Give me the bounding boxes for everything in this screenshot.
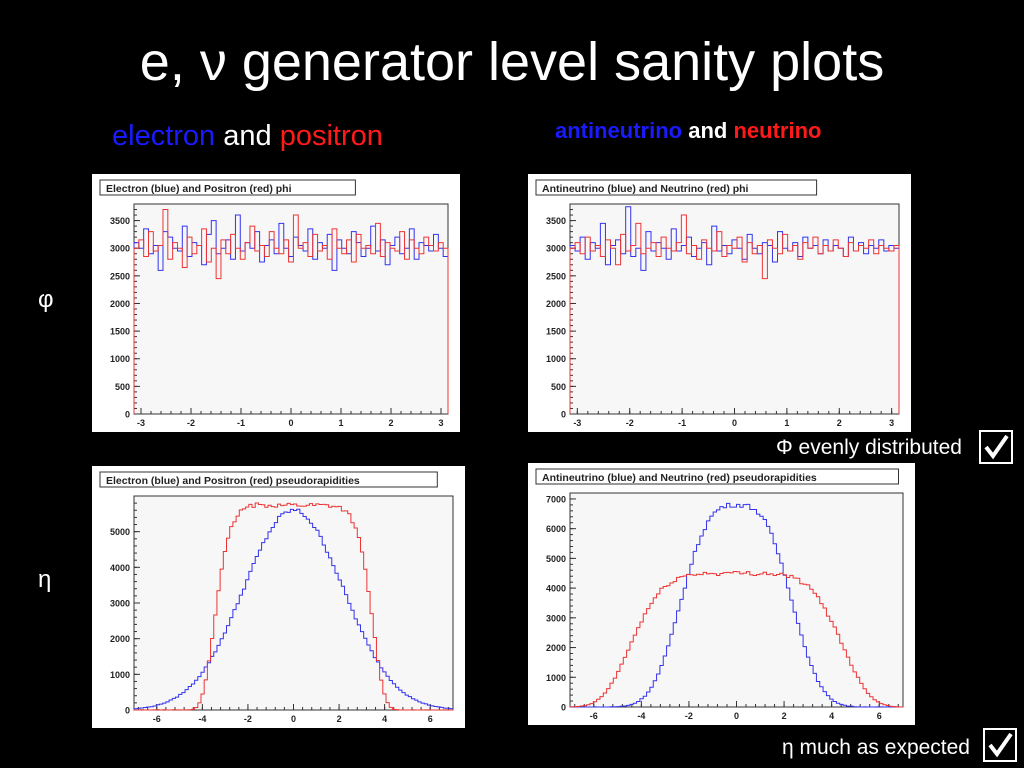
y-tick-label: 0 [125, 706, 130, 716]
x-tick-label: 1 [784, 418, 789, 428]
y-tick-label: 2000 [110, 634, 130, 644]
plot-frame [133, 495, 454, 711]
plot-frame [133, 203, 449, 415]
y-tick-label: 3000 [546, 244, 566, 254]
plot-title: Electron (blue) and Positron (red) phi [106, 183, 292, 195]
x-tick-label: -6 [590, 711, 598, 721]
electron-label: electron [112, 120, 216, 152]
y-tick-label: 5000 [546, 554, 566, 564]
y-tick-label: 1500 [110, 327, 130, 337]
y-tick-label: 5000 [110, 527, 130, 537]
y-tick-label: 0 [561, 410, 566, 420]
y-tick-label: 2000 [110, 299, 130, 309]
phi-note: Φ evenly distributed [775, 436, 962, 459]
y-tick-label: 3000 [546, 613, 566, 623]
y-tick-label: 2500 [110, 271, 130, 281]
and-label: and [223, 120, 272, 152]
x-tick-label: -2 [626, 418, 634, 428]
plot-title-box [535, 179, 818, 196]
x-tick-label: 4 [829, 711, 834, 721]
x-tick-label: 2 [837, 418, 842, 428]
x-tick-label: 1 [338, 418, 343, 428]
x-tick-label: -3 [573, 418, 581, 428]
antineutrino-label: antineutrino [555, 118, 683, 143]
x-tick-label: 2 [337, 714, 342, 724]
plot-frame [569, 492, 904, 708]
eta-note: η much as expected [782, 736, 970, 759]
y-tick-label: 1000 [110, 354, 130, 364]
x-tick-label: -2 [187, 418, 195, 428]
checkmark-box-icon [979, 430, 1013, 464]
x-tick-label: -2 [244, 714, 252, 724]
x-tick-label: 0 [732, 418, 737, 428]
blue-histogram-series [569, 502, 903, 708]
y-tick-label: 7000 [546, 494, 566, 504]
y-tick-label: 1000 [110, 670, 130, 680]
plot-title-box [535, 468, 899, 485]
y-tick-label: 0 [125, 410, 130, 420]
slide-title: e, ν generator level sanity plots [139, 32, 885, 92]
y-tick-label: 3500 [110, 216, 130, 226]
x-tick-label: -3 [137, 418, 145, 428]
x-tick-label: 3 [889, 418, 894, 428]
blue-histogram-series [133, 508, 454, 710]
red-histogram-series [569, 570, 904, 708]
y-tick-label: 500 [115, 382, 130, 392]
antineutrino-neutrino-phi-plot: Antineutrino (blue) and Neutrino (red) p… [528, 174, 911, 432]
y-tick-label: 1500 [546, 327, 566, 337]
plot-title: Antineutrino (blue) and Neutrino (red) p… [542, 183, 749, 195]
x-tick-label: 3 [438, 418, 443, 428]
y-tick-label: 2500 [546, 271, 566, 281]
x-tick-label: -2 [685, 711, 693, 721]
x-tick-label: -4 [637, 711, 645, 721]
x-tick-label: -4 [198, 714, 206, 724]
electron-positron-phi-plot: Electron (blue) and Positron (red) phi 0 5… [92, 174, 460, 432]
x-tick-label: 6 [428, 714, 433, 724]
antineutrino-neutrino-eta-plot: Antineutrino (blue) and Neutrino (red) p… [528, 463, 915, 725]
x-tick-label: 4 [382, 714, 387, 724]
red-histogram-series [569, 214, 900, 414]
plot-title-box [99, 471, 438, 488]
y-tick-label: 2000 [546, 643, 566, 653]
checkmark-box-icon [983, 728, 1017, 762]
y-tick-label: 500 [551, 382, 566, 392]
x-tick-label: -1 [678, 418, 686, 428]
x-tick-label: -6 [153, 714, 161, 724]
y-tick-label: 0 [561, 703, 566, 713]
y-tick-label: 1000 [546, 354, 566, 364]
eta-row-label: η [38, 566, 52, 593]
blue-histogram-series [133, 214, 449, 414]
y-tick-label: 4000 [110, 563, 130, 573]
and-label: and [688, 118, 728, 143]
y-tick-label: 2000 [546, 299, 566, 309]
plot-title: Electron (blue) and Positron (red) pseud… [106, 475, 360, 487]
y-tick-label: 4000 [546, 584, 566, 594]
red-histogram-series [133, 209, 449, 414]
plot-title: Antineutrino (blue) and Neutrino (red) p… [542, 472, 817, 484]
plot-title-box [99, 179, 356, 196]
electron-positron-eta-plot: Electron (blue) and Positron (red) pseud… [92, 466, 465, 728]
y-tick-label: 6000 [546, 524, 566, 534]
x-tick-label: 2 [388, 418, 393, 428]
y-tick-label: 3000 [110, 599, 130, 609]
x-tick-label: 0 [291, 714, 296, 724]
x-tick-label: 2 [782, 711, 787, 721]
x-tick-label: 0 [734, 711, 739, 721]
y-tick-label: 1000 [546, 673, 566, 683]
red-histogram-series [133, 502, 454, 711]
neutrino-label: neutrino [733, 118, 822, 143]
left-column-header: electron and positron [112, 120, 383, 153]
x-tick-label: 6 [877, 711, 882, 721]
x-tick-label: -1 [237, 418, 245, 428]
y-tick-label: 3000 [110, 244, 130, 254]
y-tick-label: 3500 [546, 216, 566, 226]
right-column-header: antineutrino and neutrino [555, 118, 821, 144]
plot-frame [569, 203, 900, 415]
phi-row-label: φ [38, 286, 54, 313]
positron-label: positron [279, 120, 383, 152]
x-tick-label: 0 [288, 418, 293, 428]
